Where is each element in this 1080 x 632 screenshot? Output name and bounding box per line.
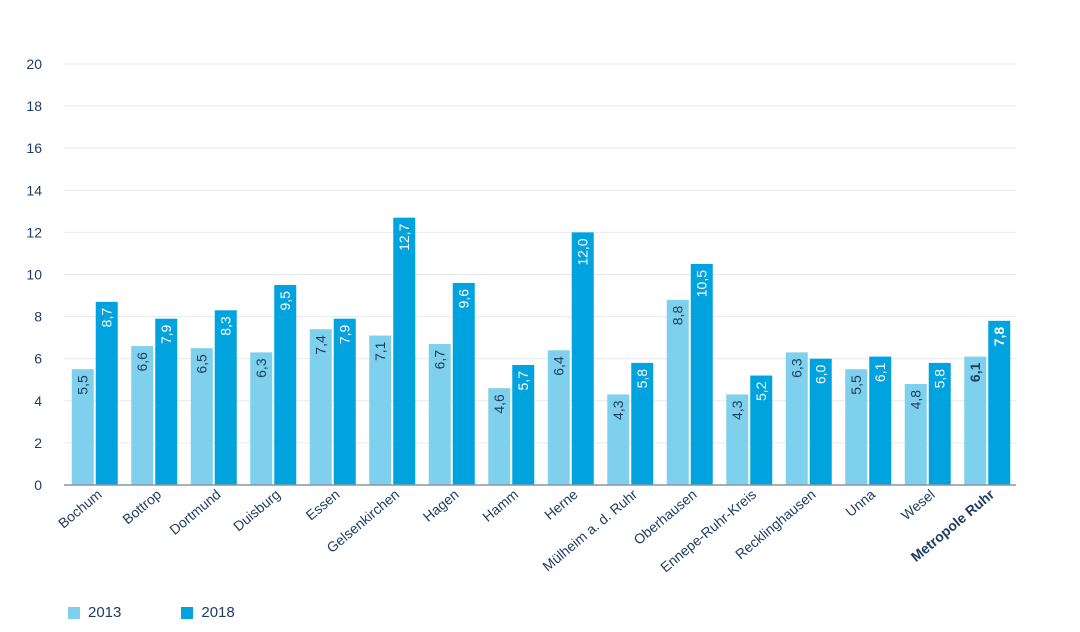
y-tick-label: 14 xyxy=(26,182,42,198)
bar-2018 xyxy=(750,375,773,485)
bar-2013 xyxy=(964,356,987,485)
data-label-2013: 6,3 xyxy=(253,358,269,378)
bar-2013 xyxy=(250,352,273,485)
data-label-2018: 12,0 xyxy=(575,238,591,265)
x-tick-label: Unna xyxy=(842,486,878,520)
data-label-2013: 8,8 xyxy=(670,306,686,326)
legend: 2013 2018 xyxy=(68,604,295,621)
bar-2018 xyxy=(274,285,297,485)
legend-item-2013: 2013 xyxy=(68,604,121,621)
bar-2013 xyxy=(904,383,927,485)
y-tick-label: 10 xyxy=(26,267,42,283)
bar-2013 xyxy=(547,350,570,485)
data-label-2018: 5,2 xyxy=(753,381,769,401)
x-tick-label: Essen xyxy=(303,486,343,523)
data-label-2018: 9,6 xyxy=(456,289,472,309)
y-tick-label: 18 xyxy=(26,98,42,114)
bar-2013 xyxy=(666,299,689,485)
bar-2013 xyxy=(607,394,630,485)
bar-2013 xyxy=(190,348,213,485)
data-label-2013: 6,4 xyxy=(551,356,567,376)
x-axis-ticks: Bochum Bottrop Dortmund Duisburg EssenGelsen… xyxy=(55,486,998,576)
legend-label-2013: 2013 xyxy=(88,604,122,621)
legend-item-2018: 2018 xyxy=(181,604,235,621)
bar-2018 xyxy=(571,232,594,485)
data-label-2018: 5,7 xyxy=(515,371,531,391)
bar-2018 xyxy=(214,310,237,485)
data-label-2018: 10,5 xyxy=(694,270,710,297)
data-label-2018: 8,3 xyxy=(218,316,234,336)
bar-2018 xyxy=(452,282,475,485)
y-tick-label: 4 xyxy=(34,393,42,409)
data-label-2013: 5,5 xyxy=(848,375,864,395)
data-label-2013: 4,3 xyxy=(729,400,745,420)
data-label-2013: 4,3 xyxy=(610,400,626,420)
x-tick-label: Wesel xyxy=(898,486,938,523)
data-label-2013: 6,6 xyxy=(134,352,150,372)
y-axis-ticks: 0 2 4 6 8 10 12 14 16 18 20 xyxy=(26,56,42,493)
data-label-2018: 9,5 xyxy=(277,291,293,311)
bar-2018 xyxy=(690,263,713,485)
x-tick-label: Hagen xyxy=(420,486,462,525)
x-tick-label: Hamm xyxy=(479,486,521,525)
bar-2018 xyxy=(869,356,892,485)
x-tick-label: Bottrop xyxy=(119,486,164,527)
legend-swatch-2018 xyxy=(181,606,194,619)
data-label-2013: 7,1 xyxy=(372,341,388,361)
bar-2013 xyxy=(71,369,94,485)
bar-2018 xyxy=(928,362,951,485)
data-label-2018: 7,9 xyxy=(158,324,174,344)
data-label-2013: 6,5 xyxy=(194,354,210,374)
x-tick-label: Bochum xyxy=(55,486,105,531)
bar-2018 xyxy=(393,217,416,486)
y-tick-label: 0 xyxy=(34,477,42,493)
data-label-2018: 7,9 xyxy=(337,324,353,344)
y-tick-label: 8 xyxy=(34,309,42,325)
bar-2018 xyxy=(95,301,118,485)
x-tick-label: Dortmund xyxy=(166,486,223,538)
bar-2013 xyxy=(845,369,868,485)
data-label-2013: 4,6 xyxy=(491,394,507,414)
legend-swatch-2013 xyxy=(68,606,80,619)
data-label-2018: 12,7 xyxy=(396,223,412,250)
data-label-2018: 5,8 xyxy=(634,369,650,389)
y-tick-label: 12 xyxy=(26,224,42,240)
x-tick-label: Duisburg xyxy=(230,486,283,534)
data-label-2018: 6,0 xyxy=(813,364,829,384)
bar-2018 xyxy=(155,318,178,485)
bar-2013 xyxy=(369,335,392,485)
x-tick-label: Herne xyxy=(541,486,581,523)
bar-2018 xyxy=(809,358,832,485)
y-tick-label: 20 xyxy=(26,56,42,72)
bar-2018 xyxy=(512,365,535,485)
bar-2018 xyxy=(631,362,654,485)
bars: 5,5 8,7 6,6 7,9 6,5 8,3 6,3 9,5 7,4 7,9 7,1 12,7 6,7… xyxy=(71,217,1011,486)
data-label-2018: 8,7 xyxy=(99,308,115,328)
y-tick-label: 16 xyxy=(26,140,42,156)
legend-label-2018: 2018 xyxy=(201,604,235,621)
data-label-2013: 5,5 xyxy=(75,375,91,395)
bar-2018 xyxy=(988,320,1011,485)
bar-2013 xyxy=(309,329,332,485)
data-label-2013: 7,4 xyxy=(313,335,329,355)
data-label-2013: 4,8 xyxy=(908,390,924,410)
bar-2013 xyxy=(488,388,511,485)
bar-2013 xyxy=(428,343,451,485)
data-label-2013: 6,1 xyxy=(967,362,983,382)
data-label-2013: 6,7 xyxy=(432,350,448,370)
data-label-2018: 6,1 xyxy=(872,362,888,382)
bar-2013 xyxy=(726,394,749,485)
data-label-2018: 5,8 xyxy=(932,369,948,389)
bar-2013 xyxy=(785,352,808,485)
data-label-2013: 6,3 xyxy=(789,358,805,378)
y-tick-label: 2 xyxy=(34,435,42,451)
y-tick-label: 6 xyxy=(34,351,42,367)
bar-2018 xyxy=(333,318,356,485)
data-label-2018: 7,8 xyxy=(991,327,1007,347)
bar-2013 xyxy=(131,346,154,485)
